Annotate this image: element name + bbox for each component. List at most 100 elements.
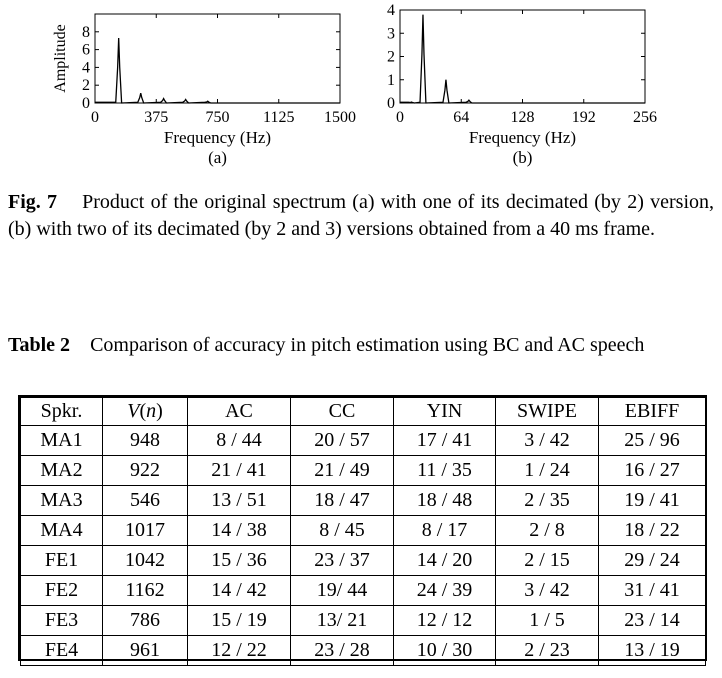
table-cell: 23 / 37 (290, 545, 394, 576)
table-cell: 18 / 47 (290, 485, 394, 516)
table-cell: 1162 (102, 575, 188, 606)
table-cell: 8 / 17 (393, 515, 496, 546)
table-cell: 922 (102, 455, 188, 486)
table-cell: 17 / 41 (393, 425, 496, 456)
table-cell: 24 / 39 (393, 575, 496, 606)
table-cell: MA1 (20, 425, 103, 456)
column-header: V(n) (102, 397, 188, 426)
y-tick-label: 0 (82, 95, 90, 112)
table-cell: 18 / 48 (393, 485, 496, 516)
table-cell: 2 / 8 (495, 515, 599, 546)
y-tick-label: 2 (82, 77, 90, 94)
table-cell: 15 / 36 (187, 545, 291, 576)
table-cell: FE1 (20, 545, 103, 576)
table-cell: 15 / 19 (187, 605, 291, 636)
table-cell: 14 / 38 (187, 515, 291, 546)
table-cell: 12 / 22 (187, 635, 291, 666)
x-tick-label: 256 (633, 109, 657, 126)
plot-frame (399, 9, 646, 104)
table-cell: FE4 (20, 635, 103, 666)
y-tick-label: 8 (82, 24, 90, 41)
table-row: FE3 786 15 / 19 13/ 21 12 / 12 1 / 5 23 / 14 (20, 605, 706, 636)
table-cell: 10 / 30 (393, 635, 496, 666)
column-header: YIN (393, 397, 496, 426)
table-row: FE2 1162 14 / 42 19/ 44 24 / 39 3 / 42 31 / 41 (20, 575, 706, 606)
column-header: CC (290, 397, 394, 426)
table-cell: 31 / 41 (598, 575, 706, 606)
table-cell: 786 (102, 605, 188, 636)
table-cell: 23 / 14 (598, 605, 706, 636)
table-cell: 20 / 57 (290, 425, 394, 456)
table-cell: 961 (102, 635, 188, 666)
table-row: MA4 1017 14 / 38 8 / 45 8 / 17 2 / 8 18 / 22 (20, 515, 706, 546)
table-cell: 13 / 19 (598, 635, 706, 666)
table-caption: Table 2 Comparison of accuracy in pitch … (8, 332, 714, 359)
table-cell: MA3 (20, 485, 103, 516)
table-cell: 14 / 20 (393, 545, 496, 576)
table-cell: 13 / 51 (187, 485, 291, 516)
y-tick-label: 2 (387, 49, 395, 66)
table-cell: 13/ 21 (290, 605, 394, 636)
y-tick-label: 4 (387, 2, 395, 19)
y-tick-label: 6 (82, 42, 90, 59)
x-tick-label: 0 (396, 109, 404, 126)
y-tick-label: 1 (387, 72, 395, 89)
x-tick-label: 375 (144, 109, 168, 126)
table-cell: MA2 (20, 455, 103, 486)
table-cell: 12 / 12 (393, 605, 496, 636)
table-cell: 2 / 23 (495, 635, 599, 666)
column-header: AC (187, 397, 291, 426)
table-cell: 21 / 41 (187, 455, 291, 486)
subfigure-label: (a) (208, 148, 227, 167)
table-row: FE1 1042 15 / 36 23 / 37 14 / 20 2 / 15 29 / 2… (20, 545, 706, 576)
table-cell: 3 / 42 (495, 575, 599, 606)
spectrum-line (400, 14, 645, 104)
x-tick-label: 64 (453, 109, 469, 126)
accuracy-table: Spkr. V(n) AC CC YIN SWIPE EBIFF MA1 948 8 / 44 2… (20, 397, 706, 666)
table-header-row: Spkr. V(n) AC CC YIN SWIPE EBIFF (20, 397, 706, 426)
table-cell: 19 / 41 (598, 485, 706, 516)
figure-caption: Fig. 7 Product of the original spectrum … (8, 189, 714, 243)
table-cell: 23 / 28 (290, 635, 394, 666)
table-cell: 948 (102, 425, 188, 456)
table-cell: 1 / 24 (495, 455, 599, 486)
table-cell: 2 / 15 (495, 545, 599, 576)
table-cell: 1 / 5 (495, 605, 599, 636)
table-cell: 18 / 22 (598, 515, 706, 546)
table-cell: 21 / 49 (290, 455, 394, 486)
y-tick-label: 0 (387, 95, 395, 112)
spectrum-line (95, 38, 340, 104)
table-cell: 8 / 44 (187, 425, 291, 456)
table-cell: 14 / 42 (187, 575, 291, 606)
table-cell: 546 (102, 485, 188, 516)
figure-caption-text: Product of the original spectrum (a) wit… (8, 191, 715, 240)
table-cell: 19/ 44 (290, 575, 394, 606)
table-cell: 2 / 35 (495, 485, 599, 516)
table-cell: FE3 (20, 605, 103, 636)
table-row: MA1 948 8 / 44 20 / 57 17 / 41 3 / 42 25 / 96 (20, 425, 706, 456)
column-header: EBIFF (598, 397, 706, 426)
column-header: Spkr. (20, 397, 103, 426)
table-cell: 11 / 35 (393, 455, 496, 486)
table-row: MA2 922 21 / 41 21 / 49 11 / 35 1 / 24 16 / 27 (20, 455, 706, 486)
x-tick-label: 1125 (263, 109, 294, 126)
y-axis-label: Amplitude (52, 24, 69, 92)
table-cell: 1017 (102, 515, 188, 546)
table-title: Comparison of accuracy in pitch estimati… (90, 334, 645, 356)
spectrum-plot-b: 0 64 128 192 256 0 1 2 3 4 Frequency (Hz)(b) (387, 2, 657, 167)
table-cell: FE2 (20, 575, 103, 606)
plot-frame (94, 13, 341, 104)
x-axis-label: Frequency (Hz) (469, 128, 576, 147)
column-header: SWIPE (495, 397, 599, 426)
y-tick-label: 4 (82, 59, 90, 76)
table-cell: 1042 (102, 545, 188, 576)
table-cell: 16 / 27 (598, 455, 706, 486)
x-tick-label: 1500 (324, 109, 356, 126)
x-tick-label: 128 (511, 109, 535, 126)
x-tick-label: 0 (91, 109, 99, 126)
table-cell: 8 / 45 (290, 515, 394, 546)
table-body: MA1 948 8 / 44 20 / 57 17 / 41 3 / 42 25 / 96 M… (20, 425, 706, 666)
x-tick-label: 192 (572, 109, 596, 126)
table-cell: MA4 (20, 515, 103, 546)
